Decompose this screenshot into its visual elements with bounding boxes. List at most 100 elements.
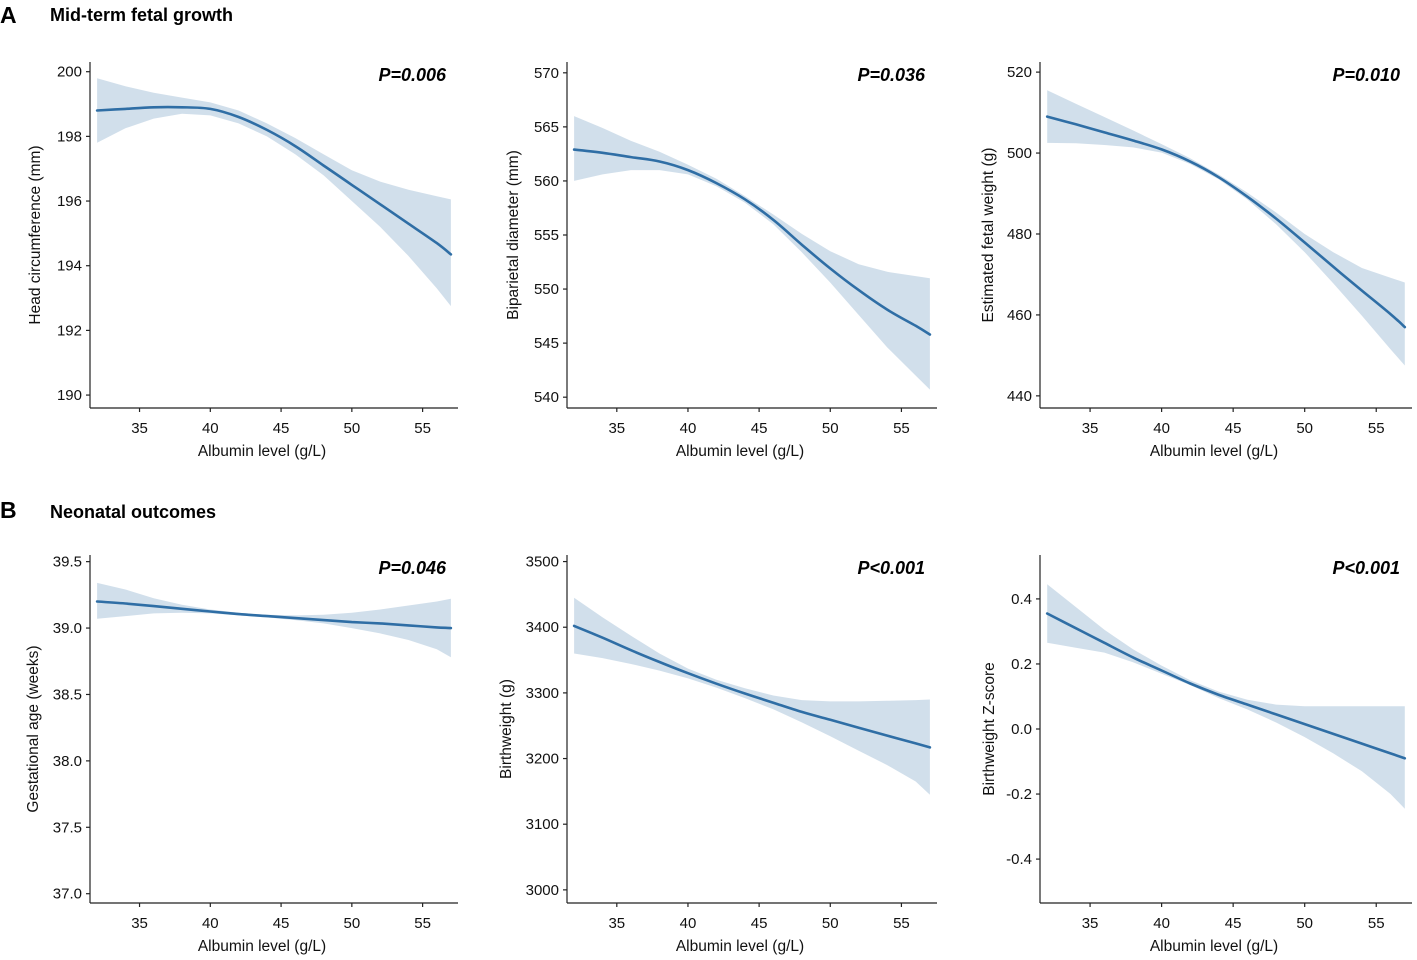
chart-panel-B1: 37.0 37.5 38.0 38.5 39.0 39.5 35 40 45 50 55 Albumi… <box>25 554 458 955</box>
y-tick-label: 37.0 <box>53 886 82 903</box>
y-tick-label: 0.4 <box>1011 591 1032 608</box>
y-tick-label: 570 <box>534 65 559 82</box>
x-tick-label: 35 <box>608 915 625 932</box>
y-tick-label: 196 <box>57 193 82 210</box>
y-tick-label: 440 <box>1007 388 1032 405</box>
p-value-label: P<0.001 <box>857 558 925 578</box>
x-tick-label: 35 <box>131 915 148 932</box>
y-tick-label: 38.5 <box>53 686 82 703</box>
section-b-title: Neonatal outcomes <box>50 502 216 522</box>
fit-line <box>95 600 453 630</box>
x-tick-label: 45 <box>751 420 768 437</box>
y-tick-label: 194 <box>57 258 82 275</box>
y-tick-label: 39.0 <box>53 620 82 637</box>
x-tick-label: 45 <box>273 420 290 437</box>
confidence-band <box>97 78 451 307</box>
x-tick-label: 35 <box>131 420 148 437</box>
y-tick-label: 540 <box>534 389 559 406</box>
y-tick-label: 3100 <box>526 816 559 833</box>
fit-line <box>572 148 932 336</box>
y-tick-label: 38.0 <box>53 753 82 770</box>
x-axis-label: Albumin level (g/L) <box>1150 443 1278 460</box>
y-tick-label: 555 <box>534 227 559 244</box>
y-tick-label: 550 <box>534 281 559 298</box>
x-tick-label: 40 <box>680 420 697 437</box>
y-tick-label: 500 <box>1007 145 1032 162</box>
y-tick-label: 3200 <box>526 751 559 768</box>
y-axis-label: Estimated fetal weight (g) <box>980 148 997 323</box>
x-tick-label: 45 <box>1225 420 1242 437</box>
x-tick-label: 55 <box>1368 915 1385 932</box>
p-value-label: P=0.046 <box>378 558 447 578</box>
y-axis-label: Birthweight Z-score <box>981 662 998 796</box>
y-tick-label: 3400 <box>526 619 559 636</box>
fit-line <box>572 624 932 749</box>
x-axis-label: Albumin level (g/L) <box>1150 938 1278 955</box>
y-axis-label: Biparietal diameter (mm) <box>505 150 522 320</box>
x-axis-label: Albumin level (g/L) <box>198 938 326 955</box>
confidence-band <box>574 116 930 390</box>
fit-line <box>1045 612 1407 760</box>
x-tick-label: 55 <box>1368 420 1385 437</box>
x-tick-label: 35 <box>608 420 625 437</box>
y-tick-label: 480 <box>1007 226 1032 243</box>
p-value-label: P=0.010 <box>1332 65 1400 85</box>
section-a-title: Mid-term fetal growth <box>50 5 233 25</box>
x-tick-label: 45 <box>1225 915 1242 932</box>
x-tick-label: 45 <box>273 915 290 932</box>
y-tick-label: 545 <box>534 335 559 352</box>
x-tick-label: 50 <box>822 915 839 932</box>
x-tick-label: 45 <box>751 915 768 932</box>
y-tick-label: 0.0 <box>1011 721 1032 738</box>
x-tick-label: 55 <box>414 420 431 437</box>
chart-panel-A3: 440 460 480 500 520 35 40 45 50 55 Albumin level (… <box>980 62 1412 460</box>
y-tick-label: 3500 <box>526 554 559 571</box>
x-tick-label: 50 <box>344 420 361 437</box>
chart-panel-B3: -0.4 -0.2 0.0 0.2 0.4 35 40 45 50 55 Albumin level… <box>981 555 1412 955</box>
chart-panel-A2: 540 545 550 555 560 565 570 35 40 45 50 55 Albumin l… <box>505 62 937 460</box>
y-tick-label: 39.5 <box>53 554 82 571</box>
y-tick-label: 200 <box>57 64 82 81</box>
x-axis-label: Albumin level (g/L) <box>676 938 804 955</box>
y-tick-label: 37.5 <box>53 819 82 836</box>
y-axis-label: Head circumference (mm) <box>27 145 44 324</box>
x-tick-label: 55 <box>893 420 910 437</box>
y-tick-label: 565 <box>534 119 559 136</box>
x-tick-label: 55 <box>414 915 431 932</box>
x-tick-label: 40 <box>202 420 219 437</box>
confidence-band <box>1047 90 1405 366</box>
fit-line <box>1045 115 1407 329</box>
y-tick-label: 0.2 <box>1011 656 1032 673</box>
chart-panel-B2: 3000 3100 3200 3300 3400 3500 35 40 45 50 55 Albumi… <box>498 554 937 955</box>
y-tick-label: -0.4 <box>1006 851 1032 868</box>
y-axis-label: Birthweight (g) <box>498 679 515 779</box>
y-tick-label: 198 <box>57 128 82 145</box>
y-tick-label: 560 <box>534 173 559 190</box>
y-tick-label: 192 <box>57 322 82 339</box>
x-tick-label: 50 <box>822 420 839 437</box>
y-tick-label: 3300 <box>526 685 559 702</box>
x-axis-label: Albumin level (g/L) <box>198 443 326 460</box>
x-tick-label: 35 <box>1082 915 1099 932</box>
y-tick-label: 190 <box>57 387 82 404</box>
y-axis-label: Gestational age (weeks) <box>25 645 42 812</box>
p-value-label: P<0.001 <box>1332 558 1400 578</box>
fit-line <box>95 105 453 256</box>
confidence-band <box>97 582 451 658</box>
y-tick-label: 3000 <box>526 882 559 899</box>
section-a-letter: A <box>0 2 17 28</box>
section-b-letter: B <box>0 497 17 523</box>
x-tick-label: 40 <box>1153 915 1170 932</box>
x-tick-label: 55 <box>893 915 910 932</box>
x-tick-label: 50 <box>1296 915 1313 932</box>
x-tick-label: 40 <box>1153 420 1170 437</box>
x-tick-label: 50 <box>1296 420 1313 437</box>
y-tick-label: 520 <box>1007 64 1032 81</box>
x-tick-label: 40 <box>202 915 219 932</box>
chart-panels: 190 192 194 196 198 200 35 40 45 50 55 Albumin leve… <box>25 62 1412 955</box>
p-value-label: P=0.036 <box>857 65 926 85</box>
y-tick-label: 460 <box>1007 307 1032 324</box>
x-tick-label: 40 <box>680 915 697 932</box>
y-tick-label: -0.2 <box>1006 786 1032 803</box>
